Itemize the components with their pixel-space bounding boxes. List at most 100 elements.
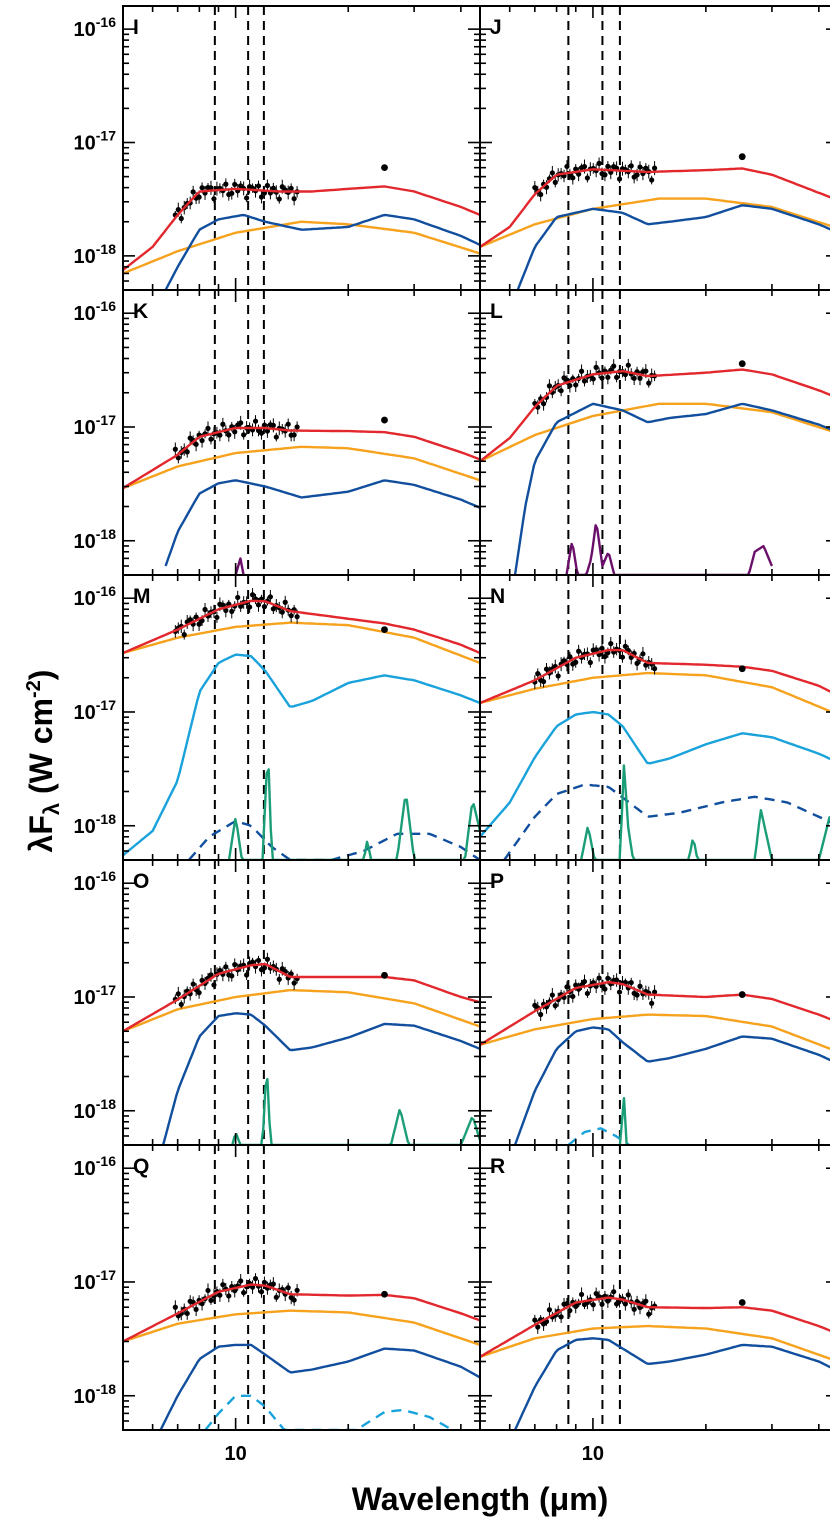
panel-label: I (133, 16, 139, 39)
observed-spectrum (532, 636, 658, 689)
observed-point (276, 196, 282, 202)
observed-point (543, 666, 550, 672)
panel-frame (122, 859, 481, 1146)
observed-point (205, 1287, 211, 1294)
observed-point (549, 170, 555, 176)
observed-point (643, 165, 649, 171)
plot-area (480, 1145, 830, 1430)
y-tick-label: 10-16 (74, 14, 117, 41)
observed-point (232, 962, 238, 968)
observed-spectrum (172, 415, 300, 464)
y-tick-label: 10-17 (74, 697, 117, 724)
observed-point (190, 189, 196, 195)
observed-point (220, 602, 226, 608)
plot-area (123, 575, 480, 860)
observed-point (590, 376, 596, 382)
photometry-point (381, 416, 388, 424)
observed-point (264, 182, 271, 189)
observed-point (288, 613, 294, 619)
y-tick-label: 10-17 (74, 128, 117, 155)
observed-point (532, 184, 538, 191)
panel-i: I (122, 5, 481, 291)
panel-label: Q (133, 1155, 149, 1178)
observed-point (270, 185, 276, 191)
observed-point (208, 436, 214, 442)
dust-component-dashed-curve (503, 783, 830, 860)
observed-point (564, 984, 570, 990)
observed-point (249, 592, 256, 598)
panel-label: R (490, 1155, 505, 1178)
observed-point (199, 437, 205, 444)
x-tick-labels: 10 10 (224, 1443, 604, 1465)
observed-point (217, 1292, 223, 1298)
observed-point (599, 645, 605, 651)
panel-frame (479, 289, 830, 576)
observed-point (288, 971, 294, 977)
panel-frame (479, 574, 830, 861)
observed-point (605, 163, 611, 169)
emission-features-curve (231, 1077, 480, 1145)
observed-point (605, 1298, 611, 1304)
observed-point (226, 1293, 232, 1299)
observed-point (255, 602, 262, 608)
observed-point (238, 1278, 244, 1284)
observed-point (649, 177, 655, 183)
observed-point (622, 643, 628, 649)
photometry-point (738, 153, 746, 161)
observed-point (196, 194, 202, 200)
observed-point (570, 175, 576, 181)
observed-point (581, 978, 588, 985)
observed-point (590, 1302, 596, 1308)
observed-point (602, 653, 608, 660)
total-model-curve (480, 167, 830, 248)
observed-point (643, 1298, 649, 1304)
x-tick-label: 10 (582, 1443, 604, 1465)
dust-component-curve (513, 1026, 830, 1145)
observed-point (578, 1291, 585, 1298)
continuum-curve (480, 402, 830, 463)
observed-point (619, 654, 626, 660)
continuum-curve (480, 197, 830, 249)
plot-area (480, 860, 830, 1145)
observed-point (291, 1297, 297, 1303)
observed-point (578, 368, 585, 374)
observed-point (294, 424, 300, 430)
panel-m: M (122, 574, 481, 861)
panel-grid: I J K L M N O P Q R (122, 5, 830, 1431)
photometry-point (381, 971, 388, 979)
observed-point (634, 172, 640, 178)
observed-point (546, 1307, 553, 1313)
x-tick-label: 10 (224, 1443, 246, 1465)
observed-point (637, 375, 643, 381)
observed-point (172, 1304, 178, 1310)
continuum-curve (480, 1324, 830, 1360)
observed-point (223, 607, 229, 613)
observed-point (285, 421, 291, 427)
observed-point (270, 422, 276, 428)
panel-k: K (122, 289, 481, 576)
photometry-point (738, 665, 746, 673)
panel-frame (122, 1144, 481, 1431)
y-tick-label: 10-17 (74, 412, 117, 439)
observed-point (181, 632, 187, 638)
observed-point (576, 648, 582, 654)
observed-point (538, 1011, 544, 1018)
observed-point (605, 975, 611, 981)
observed-point (596, 160, 602, 167)
axis-ticks (122, 860, 480, 1146)
observed-point (564, 1300, 570, 1307)
observed-point (229, 190, 235, 196)
axis-ticks (122, 575, 480, 861)
observed-point (229, 608, 235, 615)
observed-point (235, 594, 241, 601)
panel-l: L (479, 289, 830, 576)
observed-point (261, 604, 268, 610)
observed-point (596, 975, 602, 981)
continuum-curve (123, 989, 480, 1033)
panel-label: L (490, 300, 503, 323)
observed-point (258, 1289, 265, 1295)
dust-component-curve (513, 402, 830, 575)
observed-point (211, 982, 217, 988)
observed-point (258, 430, 265, 436)
observed-point (593, 647, 599, 653)
